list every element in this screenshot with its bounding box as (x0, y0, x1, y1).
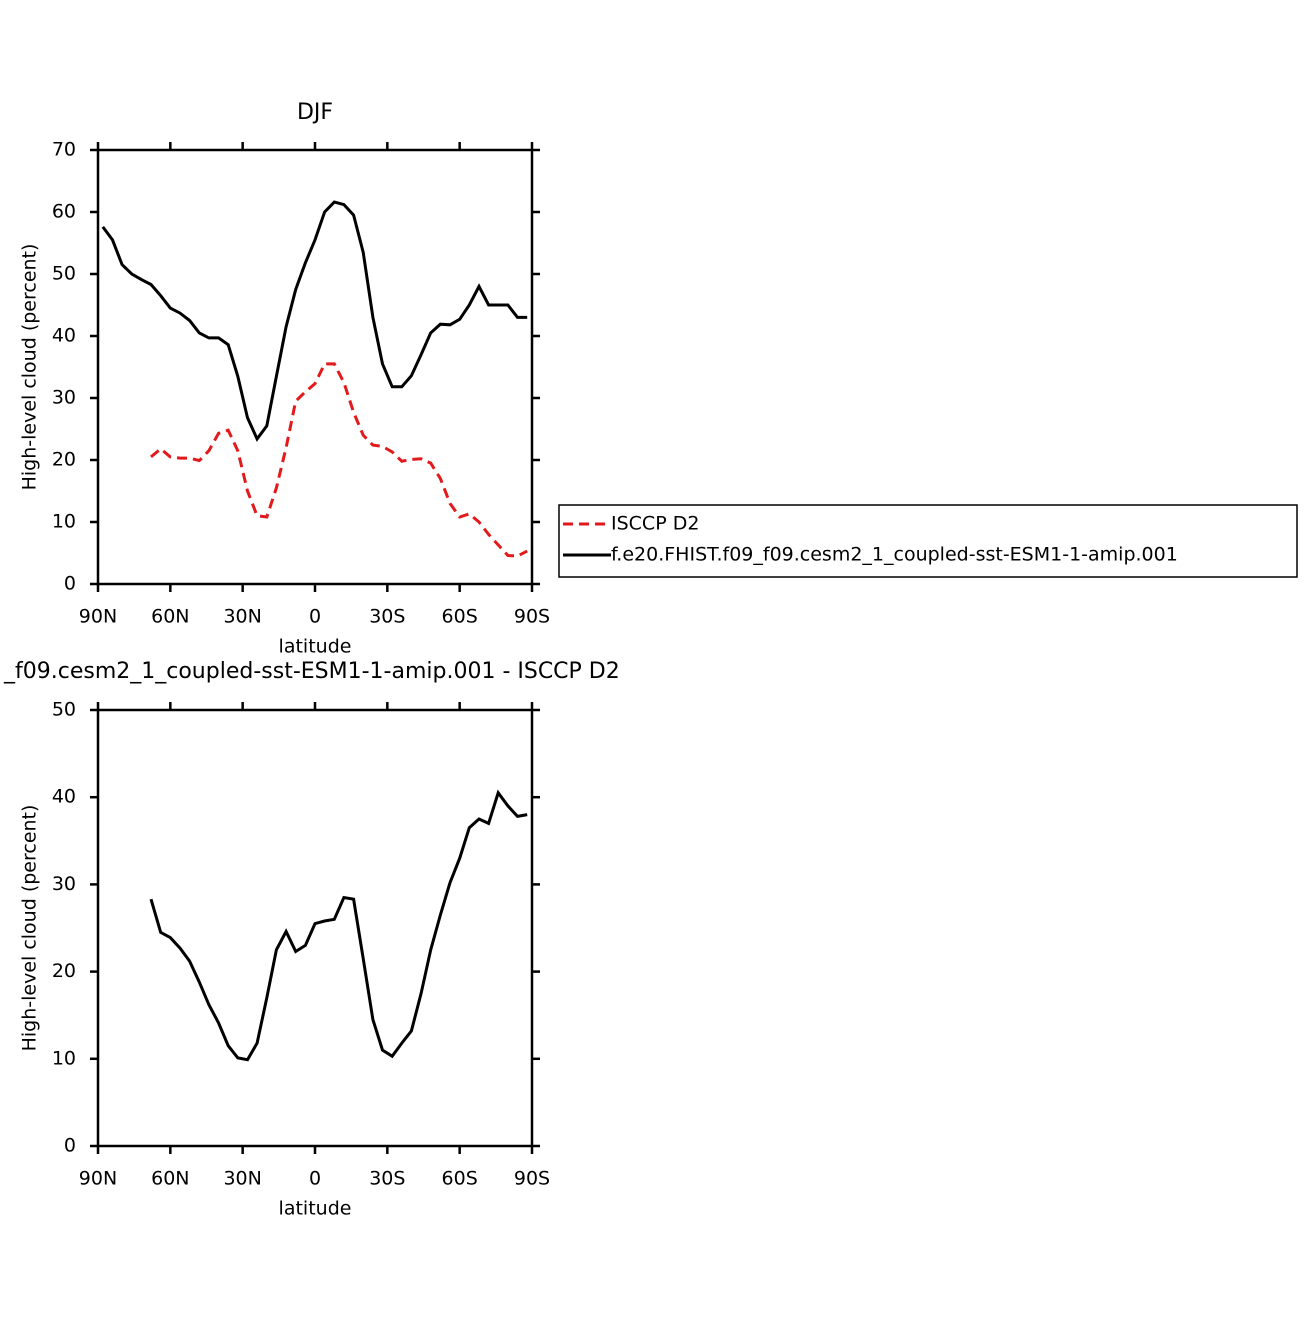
x-tick-label: 90S (514, 1168, 550, 1190)
y-tick-label: 10 (52, 511, 76, 533)
y-axis-label: High-level cloud (percent) (19, 244, 41, 491)
x-tick-label: 0 (309, 1168, 321, 1190)
y-tick-label: 10 (52, 1047, 76, 1069)
x-tick-label: 30S (369, 1168, 405, 1190)
y-tick-label: 20 (52, 449, 76, 471)
legend-label: f.e20.FHIST.f09_f09.cesm2_1_coupled-sst-… (611, 544, 1178, 566)
y-tick-label: 0 (64, 1135, 76, 1157)
plot-frame (96, 148, 534, 586)
x-tick-label: 0 (309, 606, 321, 628)
y-tick-label: 50 (52, 699, 76, 721)
x-tick-label: 90N (79, 1168, 117, 1190)
y-tick-label: 30 (52, 873, 76, 895)
y-tick-label: 40 (52, 325, 76, 347)
data-line (101, 200, 528, 442)
x-axis-label: latitude (279, 636, 352, 658)
data-line (150, 362, 528, 558)
legend-label: ISCCP D2 (611, 513, 699, 535)
x-tick-label: 60S (442, 1168, 478, 1190)
plot-frame (96, 708, 534, 1148)
x-tick-label: 30N (223, 1168, 261, 1190)
chart-title: DJF (297, 100, 333, 125)
y-tick-label: 70 (52, 139, 76, 161)
y-tick-label: 60 (52, 201, 76, 223)
y-tick-label: 20 (52, 960, 76, 982)
x-tick-label: 60N (151, 1168, 189, 1190)
legend-box (558, 504, 1298, 578)
y-tick-label: 30 (52, 387, 76, 409)
x-tick-label: 60N (151, 606, 189, 628)
y-tick-label: 40 (52, 786, 76, 808)
chart-title: _f09.cesm2_1_coupled-sst-ESM1-1-amip.001… (3, 659, 620, 684)
x-tick-label: 30N (223, 606, 261, 628)
x-tick-label: 90S (514, 606, 550, 628)
x-tick-label: 90N (79, 606, 117, 628)
y-tick-label: 0 (64, 573, 76, 595)
x-axis-label: latitude (279, 1198, 352, 1220)
y-axis-label: High-level cloud (percent) (19, 805, 41, 1052)
y-tick-label: 50 (52, 263, 76, 285)
x-tick-label: 60S (442, 606, 478, 628)
x-tick-label: 30S (369, 606, 405, 628)
data-line (149, 789, 528, 1062)
